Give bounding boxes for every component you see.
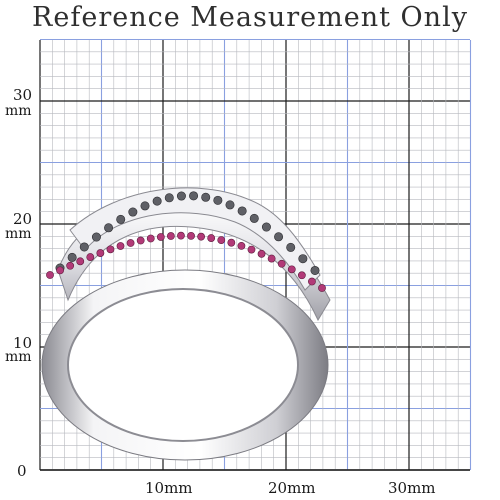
y-unit-20: mm <box>5 226 32 242</box>
gray-stone <box>164 193 174 203</box>
y-label-10: 10 <box>13 334 33 352</box>
y-label-30: 30 <box>13 86 33 104</box>
pink-stone <box>267 254 276 263</box>
gray-stone <box>286 242 296 252</box>
gray-stone <box>310 265 320 275</box>
gray-stone <box>140 201 150 211</box>
gray-stone <box>261 222 271 232</box>
y-unit-10: mm <box>5 349 32 365</box>
gray-stone <box>249 213 259 223</box>
gray-stone <box>67 252 77 262</box>
pink-stone <box>207 234 216 242</box>
pink-stone <box>56 266 64 275</box>
pink-stone <box>277 259 286 268</box>
pink-stone <box>287 265 296 274</box>
pink-stone <box>96 249 105 257</box>
gray-stone <box>152 196 162 206</box>
pink-stone <box>126 239 135 247</box>
gray-stone <box>298 254 308 264</box>
pink-stone <box>156 233 165 241</box>
pink-stone <box>136 236 145 245</box>
x-label-20mm: 20mm <box>268 479 316 497</box>
pink-stone <box>177 231 185 240</box>
pink-stone <box>227 238 236 247</box>
pink-stone <box>66 261 75 270</box>
gray-stone <box>213 195 223 205</box>
gray-stone <box>201 192 211 202</box>
gray-stone <box>91 232 101 242</box>
y-label-20: 20 <box>13 210 33 228</box>
x-label-10mm: 10mm <box>145 479 193 497</box>
y-unit-30: mm <box>5 103 32 119</box>
gray-stone <box>104 223 114 233</box>
y-label-0: 0 <box>17 462 27 480</box>
gray-stone <box>189 191 199 201</box>
pink-stone <box>166 232 175 240</box>
pink-stone <box>106 245 115 254</box>
pink-stone <box>197 232 206 241</box>
pink-stone-row <box>46 231 326 292</box>
gray-stone <box>116 214 126 224</box>
pink-stone <box>146 234 155 243</box>
pink-stone <box>318 284 326 292</box>
pink-stone <box>247 245 256 254</box>
gray-stone <box>79 242 89 252</box>
gray-stone <box>176 191 186 201</box>
x-label-30mm: 30mm <box>388 479 436 497</box>
pink-stone <box>187 231 195 240</box>
pink-stone <box>76 257 85 266</box>
pink-stone <box>297 271 306 280</box>
gray-stone <box>128 207 138 217</box>
ring-photo <box>41 187 331 461</box>
ring-inner-hole <box>67 288 299 442</box>
page-title: Reference Measurement Only <box>32 2 468 33</box>
pink-stone <box>217 236 226 244</box>
pink-stone <box>86 253 95 261</box>
pink-stone <box>237 241 246 250</box>
pink-stone <box>46 271 54 279</box>
gray-stone <box>274 232 284 242</box>
pink-stone <box>116 242 125 250</box>
gray-stone <box>237 206 247 216</box>
gray-stone <box>225 200 235 210</box>
pink-stone <box>308 277 316 286</box>
pink-stone <box>257 249 266 258</box>
